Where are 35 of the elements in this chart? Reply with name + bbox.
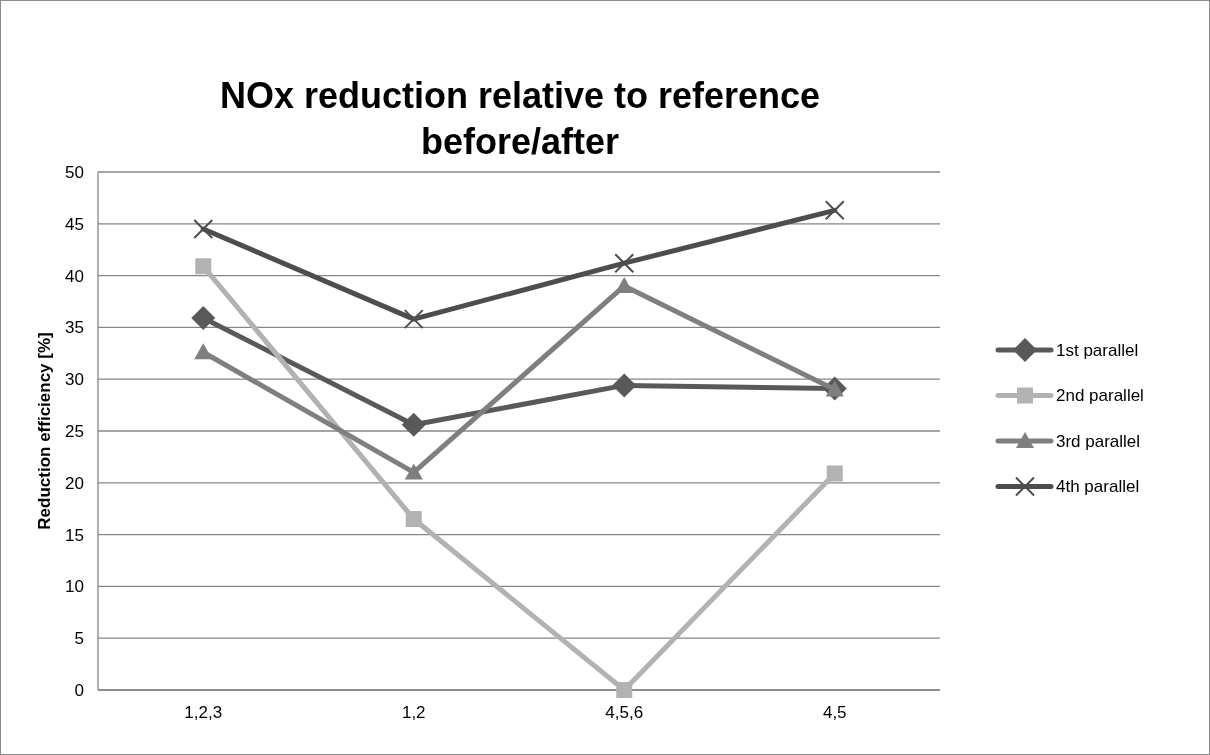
legend-label: 3rd parallel xyxy=(1056,431,1141,451)
x-tick-label: 4,5 xyxy=(822,703,847,722)
y-tick-label: 10 xyxy=(65,577,84,597)
point xyxy=(193,218,214,239)
point xyxy=(616,682,633,698)
point xyxy=(401,412,426,437)
legend-label: 4th parallel xyxy=(1056,477,1140,497)
point xyxy=(612,373,637,398)
y-tick-label: 50 xyxy=(65,162,84,182)
point xyxy=(403,309,424,330)
y-tick-label: 20 xyxy=(65,473,84,493)
y-tick-label: 0 xyxy=(74,680,84,700)
point xyxy=(194,343,213,360)
x-tick-label: 1,2 xyxy=(401,703,426,722)
y-tick-label: 40 xyxy=(65,266,84,286)
point xyxy=(404,463,423,480)
point xyxy=(615,276,634,293)
x-tick-label: 4,5,6 xyxy=(605,703,644,722)
y-tick-label: 5 xyxy=(74,629,84,649)
y-tick-label: 30 xyxy=(65,370,84,390)
y-tick-label: 25 xyxy=(65,421,84,441)
point xyxy=(824,200,845,221)
legend-label: 1st parallel xyxy=(1056,340,1139,360)
point xyxy=(614,253,635,274)
chart-title: NOx reduction relative to reference before/after xyxy=(219,75,821,162)
point xyxy=(191,306,216,331)
point xyxy=(195,258,212,275)
point xyxy=(405,511,422,528)
y-tick-label: 15 xyxy=(65,525,84,545)
y-tick-label: 35 xyxy=(65,318,84,338)
point xyxy=(826,465,843,482)
x-tick-label: 1,2,3 xyxy=(184,703,223,722)
y-axis-title: Reduction efficiency [%] xyxy=(35,332,54,530)
y-tick-label: 45 xyxy=(65,214,84,234)
legend-label: 2nd parallel xyxy=(1056,386,1144,406)
